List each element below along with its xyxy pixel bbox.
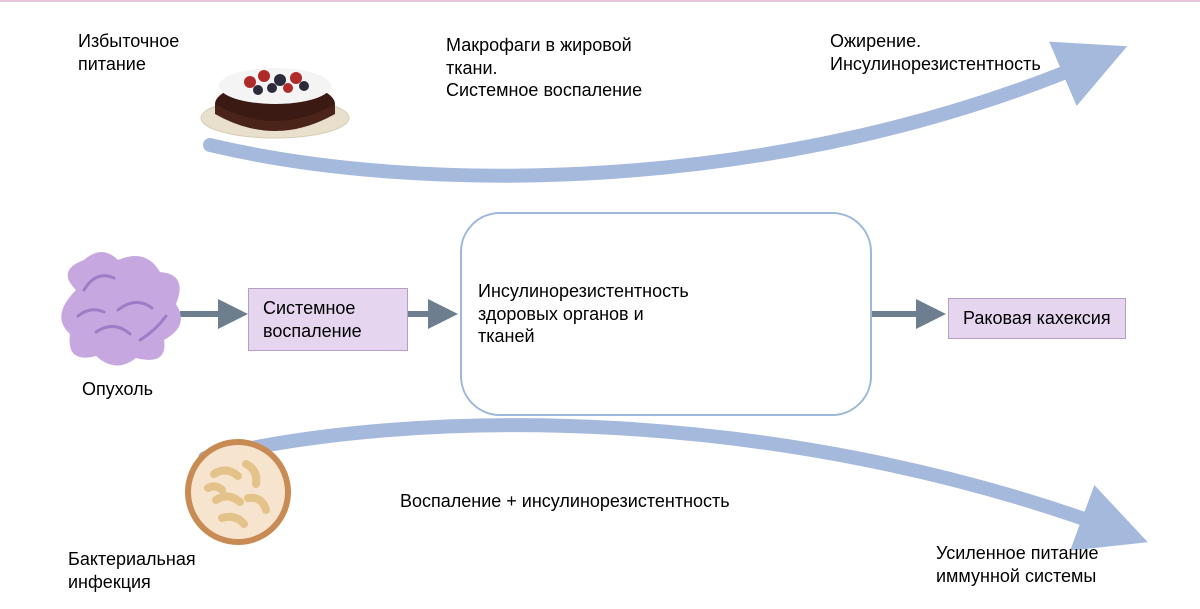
box-cancer-cachexia: Раковая кахексия [948, 298, 1126, 339]
label-bacterial-infection: Бактериальная инфекция [68, 548, 196, 593]
cake-icon [201, 68, 349, 138]
label-immune-nutrition: Усиленное питание иммунной системы [936, 542, 1099, 587]
bacteria-dish-icon [188, 442, 288, 542]
arrow-bottom-curve [205, 425, 1115, 530]
label-obesity: Ожирение. Инсулинорезистентность [830, 30, 1041, 75]
arrow-top-curve [210, 60, 1095, 176]
label-inflammation-ir: Воспаление + инсулинорезистентность [400, 490, 730, 513]
label-macrophages: Макрофаги в жировой ткани. Системное вос… [446, 34, 642, 102]
tumor-icon [61, 252, 181, 366]
label-ir-organs: Инсулинорезистентность здоровых органов … [478, 280, 689, 348]
box-systemic-inflammation: Системное воспаление [248, 288, 408, 351]
top-separator [0, 0, 1200, 2]
label-tumor: Опухоль [82, 378, 153, 401]
label-excess-nutrition: Избыточное питание [78, 30, 179, 75]
diagram-canvas: Избыточное питание Макрофаги в жировой т… [0, 0, 1200, 609]
